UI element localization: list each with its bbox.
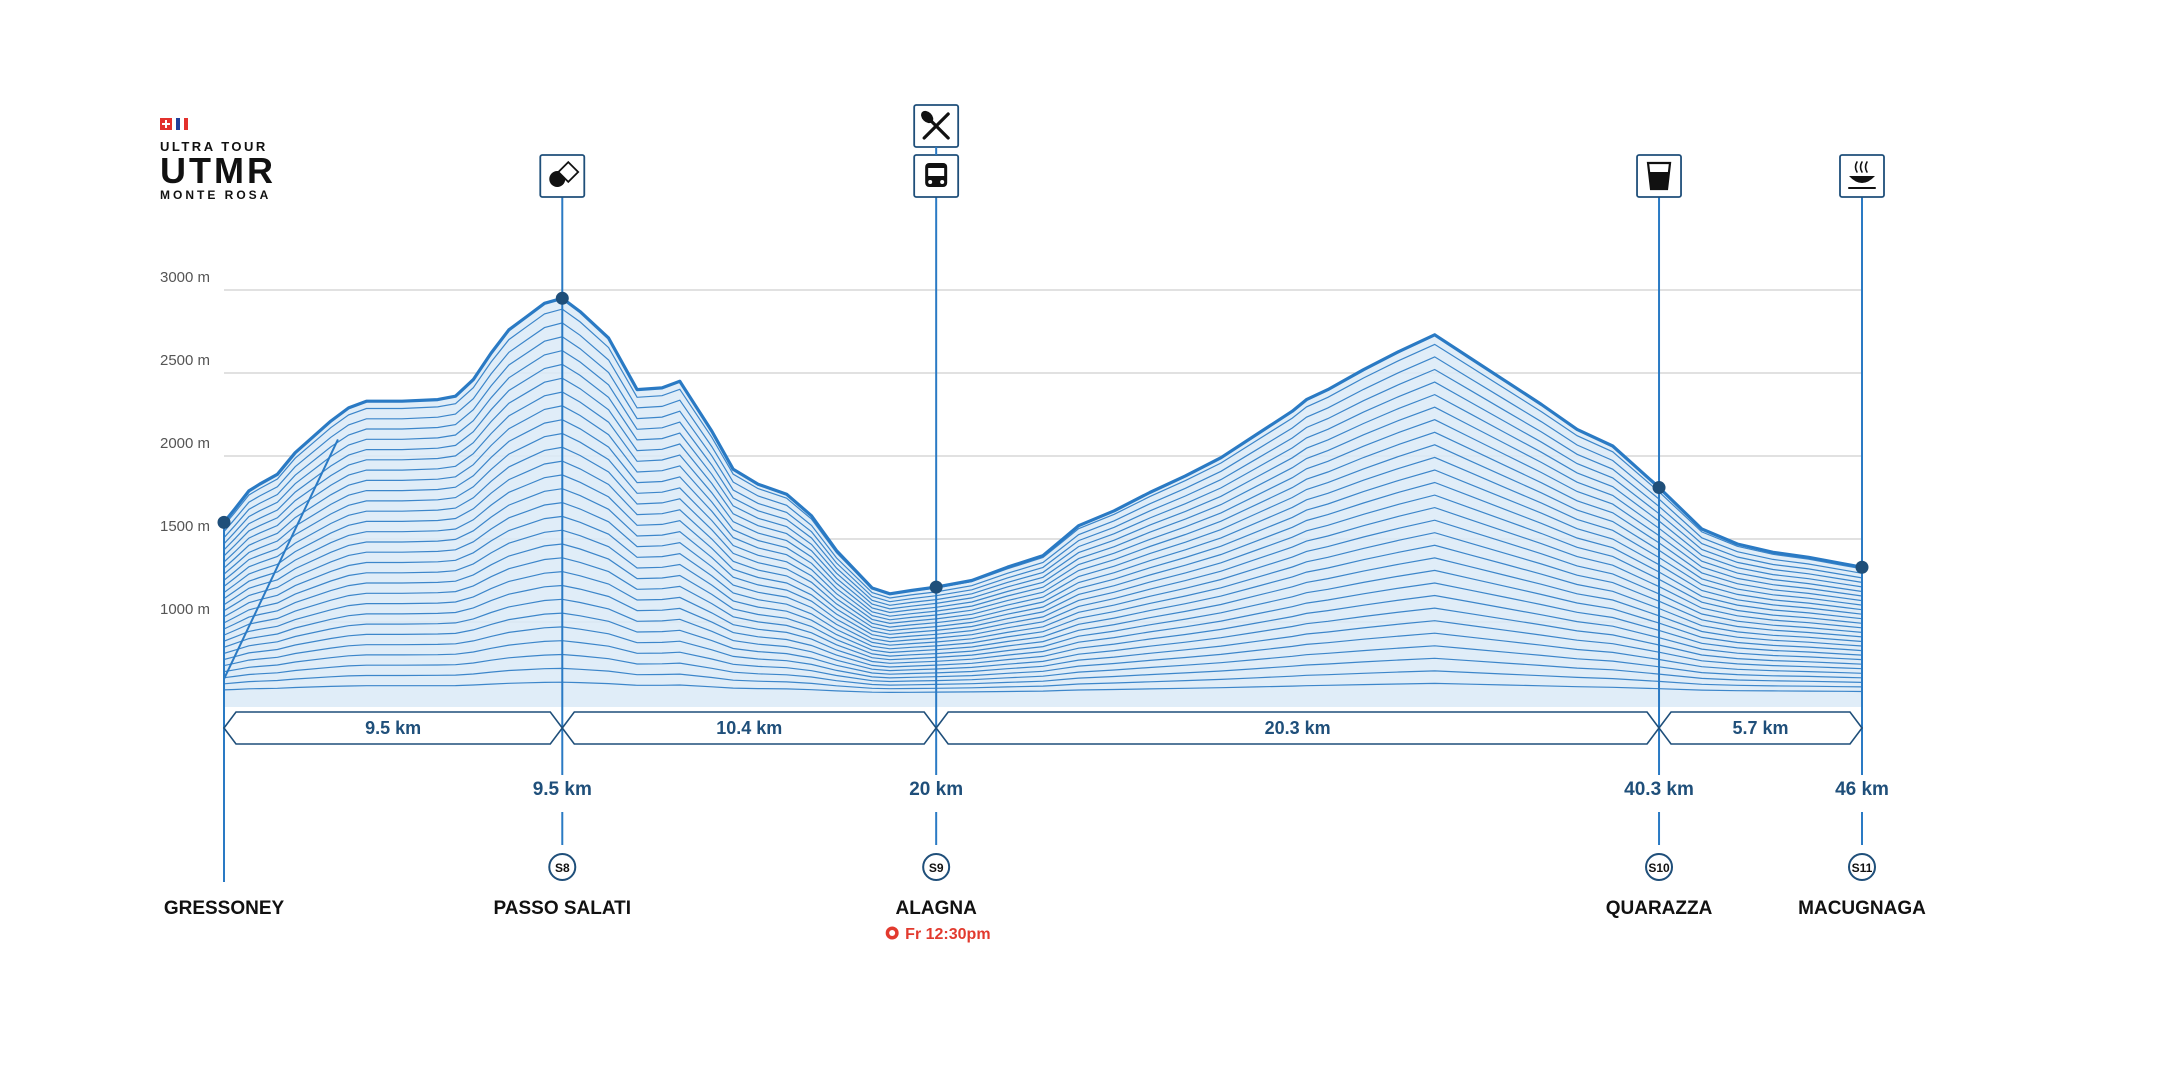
station-label: S9: [929, 861, 944, 875]
checkpoint-markers: [217, 291, 1869, 594]
contour-line: [224, 419, 1862, 625]
contour-line: [224, 529, 1862, 654]
bus-icon: [913, 154, 960, 198]
bus-icon-window: [928, 168, 945, 176]
logo-line-3: MONTE ROSA: [160, 188, 272, 202]
checkpoint-name: GRESSONEY: [164, 898, 285, 919]
profile-line: [222, 296, 1863, 596]
checkpoint-km-label: 9.5 km: [533, 779, 592, 800]
service-icons: [539, 104, 1885, 198]
station-badge: [1848, 853, 1876, 881]
contour-line: [224, 322, 1862, 599]
logo-line-1: ULTRA TOUR: [160, 139, 268, 154]
contour-line: [224, 349, 1862, 606]
y-tick-label: 2500 m: [160, 352, 210, 369]
contour-line: [224, 336, 1862, 603]
contour-line: [224, 598, 1862, 672]
segment-distances: 9.5 km 10.4 km 20.3 km 5.7 km: [223, 711, 1863, 745]
contour-line: [224, 515, 1862, 650]
drink-icon: [1636, 154, 1682, 198]
contour-line: [224, 584, 1862, 668]
station-badge: [548, 853, 577, 881]
checkpoint-labels: GRESSONEY 9.5 km S8 PASSO SALATI 20 km S9 ALAG…: [164, 779, 1926, 943]
checkpoint-km-label: 40.3 km: [1624, 779, 1694, 800]
checkpoint-marker: [929, 580, 943, 594]
contour-line: [224, 377, 1862, 614]
contour-lines: [224, 308, 1862, 694]
checkpoint-marker: [217, 515, 231, 529]
contour-line: [224, 460, 1862, 635]
snack-icon: [539, 154, 586, 198]
french-flag-icon: [176, 118, 188, 130]
contour-line: [224, 474, 1862, 639]
station-label: S8: [555, 861, 570, 875]
meal-icon-spoon: [922, 112, 950, 140]
y-tick-label: 2000 m: [160, 435, 210, 452]
profile-area: [224, 298, 1862, 707]
contour-line: [224, 501, 1862, 646]
checkpoint-marker: [1652, 481, 1666, 495]
checkpoint-name: QUARAZZA: [1606, 898, 1713, 919]
bus-icon-light: [940, 180, 945, 184]
contour-line: [224, 557, 1862, 661]
contour-line: [224, 626, 1862, 679]
contour-line: [224, 488, 1862, 643]
utmr-logo: ULTRA TOUR UTMR MONTE ROSA: [160, 118, 320, 208]
clock-icon-face: [889, 930, 896, 936]
station-label: S11: [1852, 861, 1873, 875]
contour-line: [224, 438, 339, 680]
hot-meal-icon: [1839, 154, 1885, 198]
station-label: S10: [1648, 861, 1670, 875]
contour-line: [224, 446, 1862, 632]
contour-line: [224, 612, 1862, 675]
meal-icon-spoon-head: [921, 110, 934, 124]
checkpoint-km-label: 20 km: [909, 779, 963, 800]
y-tick-label: 1500 m: [160, 518, 210, 535]
segment-distance-label: 5.7 km: [1732, 718, 1788, 738]
station-badge: [1645, 853, 1674, 881]
contour-line: [224, 363, 1862, 610]
y-tick-label: 3000 m: [160, 269, 210, 286]
contour-line: [224, 543, 1862, 657]
checkpoint-name: MACUGNAGA: [1798, 898, 1926, 919]
drink-icon-liquid: [1649, 172, 1669, 189]
cutoff-time: Fr 12:30pm: [905, 926, 990, 943]
segment-distance-label: 9.5 km: [365, 718, 421, 738]
segment-distance-label: 10.4 km: [716, 718, 782, 738]
hot-meal-icon-bowl: [1849, 176, 1875, 183]
flags: [160, 118, 320, 131]
contour-line: [224, 653, 1862, 686]
swiss-flag-icon: [160, 118, 172, 130]
checkpoint-km-label: 46 km: [1835, 779, 1889, 800]
hot-meal-icon-steam: [1854, 161, 1868, 173]
y-tick-label: 1000 m: [160, 601, 210, 618]
snack-icon-biscuit: [557, 160, 580, 184]
station-badge: [922, 853, 951, 881]
meal-icon: [913, 104, 960, 155]
checkpoint-marker: [1855, 560, 1869, 574]
logo-line-2: UTMR: [160, 150, 276, 191]
contour-line: [224, 681, 1862, 694]
checkpoint-name: ALAGNA: [896, 898, 978, 919]
segment-distance-label: 20.3 km: [1265, 718, 1331, 738]
checkpoint-marker: [555, 291, 569, 305]
contour-line: [224, 667, 1862, 690]
bus-icon-light: [928, 180, 933, 184]
checkpoint-name: PASSO SALATI: [493, 898, 631, 919]
contour-line: [224, 570, 1862, 664]
segment-bar: [1658, 711, 1863, 745]
contour-line: [224, 640, 1862, 683]
contour-line: [224, 391, 1862, 617]
contour-line: [224, 432, 1862, 628]
contour-line: [224, 405, 1862, 621]
